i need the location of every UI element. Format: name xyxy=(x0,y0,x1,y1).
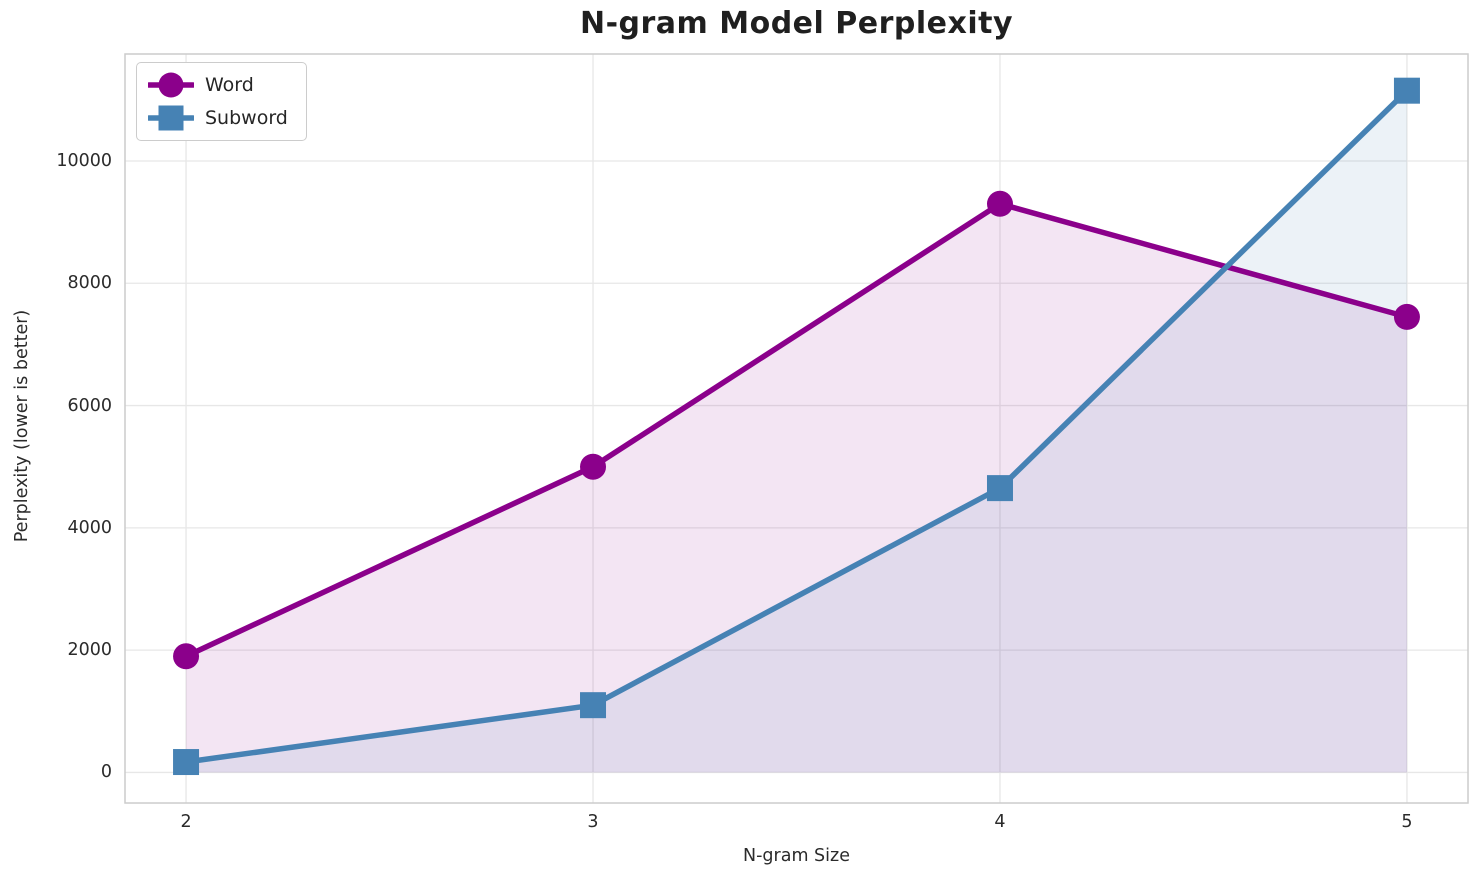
legend-label: Subword xyxy=(205,107,288,129)
chart-title: N-gram Model Perplexity xyxy=(579,6,1014,41)
marker-subword-point xyxy=(580,692,607,719)
circle-marker-icon xyxy=(148,72,194,98)
x-axis-label: N-gram Size xyxy=(743,846,850,866)
x-tick-label: 2 xyxy=(180,812,192,832)
y-tick-label: 2000 xyxy=(67,640,112,661)
marker-word-point xyxy=(173,643,200,670)
marker-subword-point xyxy=(1393,77,1420,104)
y-axis-label: Perplexity (lower is better) xyxy=(12,309,32,543)
marker-subword-point xyxy=(986,475,1013,502)
x-tick-label: 3 xyxy=(587,812,599,832)
y-tick-label: 10000 xyxy=(56,151,112,171)
area-fill-word xyxy=(186,203,1407,773)
line-subword xyxy=(183,87,1410,765)
y-tick-label: 0 xyxy=(100,762,112,783)
plot-border xyxy=(124,53,1469,804)
y-tick-label: 8000 xyxy=(67,273,112,294)
marker-word-point xyxy=(986,190,1013,217)
legend: Word Subword xyxy=(136,62,307,141)
square-marker-icon xyxy=(148,105,194,131)
x-tick-label: 4 xyxy=(994,812,1006,832)
y-tick-label: 6000 xyxy=(67,395,112,416)
area-fill-subword xyxy=(186,90,1407,773)
marker-word-point xyxy=(1393,303,1420,330)
x-tick-label: 5 xyxy=(1401,812,1413,832)
legend-item-subword: Subword xyxy=(148,104,288,132)
y-tick-label: 4000 xyxy=(67,517,112,538)
line-word xyxy=(183,201,1410,660)
marker-subword-point xyxy=(173,749,200,776)
legend-item-word: Word xyxy=(148,71,288,99)
legend-label: Word xyxy=(205,74,254,96)
marker-word-point xyxy=(580,453,607,480)
